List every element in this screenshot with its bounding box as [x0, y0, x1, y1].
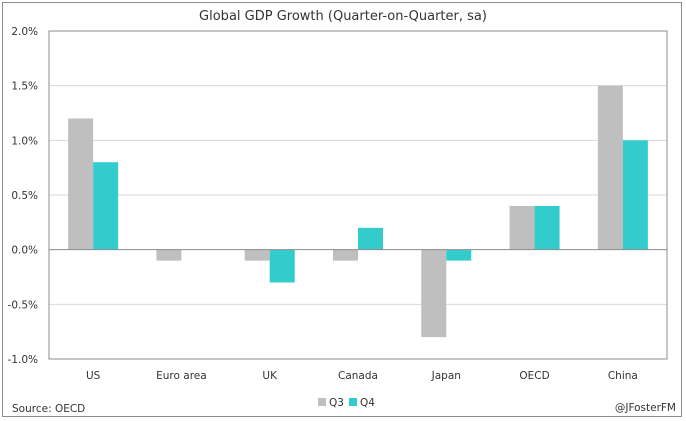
bar-q3-canada — [333, 249, 358, 261]
y-tick-label: 1.5% — [11, 81, 38, 93]
bar-q3-us — [68, 118, 94, 250]
chart-title: Global GDP Growth (Quarter-on-Quarter, s… — [199, 9, 487, 24]
bar-q3-euro-area — [156, 249, 182, 261]
x-category-label: OECD — [519, 370, 549, 382]
bar-q3-oecd — [509, 205, 535, 250]
x-category-label: Japan — [431, 370, 461, 382]
x-category-label: UK — [262, 370, 278, 382]
bar-q4-oecd — [534, 205, 560, 250]
bar-q4-us — [93, 162, 119, 250]
y-axis-ticks: 2.0% 1.5% 1.0% 0.5% 0.0% -0.5% -1.0% — [8, 26, 38, 366]
legend-label-q3: Q3 — [329, 397, 344, 409]
plot-area-border — [48, 30, 668, 360]
gridlines — [49, 85, 667, 305]
x-category-label: Canada — [338, 370, 378, 382]
x-category-label: US — [86, 370, 101, 382]
legend-swatch-q3 — [318, 398, 326, 406]
y-tick-label: 1.0% — [11, 135, 38, 147]
bars — [68, 85, 648, 338]
legend-swatch-q4 — [349, 398, 357, 406]
x-category-label: China — [608, 370, 638, 382]
y-tick-label: 0.5% — [11, 190, 38, 202]
bar-q3-uk — [244, 249, 270, 261]
y-tick-label: -0.5% — [8, 299, 38, 311]
legend: Q3 Q4 — [318, 397, 375, 409]
bar-q4-china — [622, 140, 648, 250]
y-tick-label: 2.0% — [11, 26, 38, 38]
bar-q4-japan — [446, 249, 472, 261]
source-note: Source: OECD — [12, 403, 85, 415]
bar-q3-japan — [421, 249, 447, 338]
bar-q4-canada — [358, 227, 383, 250]
x-category-label: Euro area — [156, 370, 207, 382]
credit-note: @JFosterFM — [615, 402, 676, 414]
bar-q4-uk — [269, 249, 295, 283]
legend-label-q4: Q4 — [360, 397, 375, 409]
x-axis-labels: US Euro area UK Canada Japan OECD China — [86, 370, 638, 382]
bar-q3-china — [597, 85, 623, 250]
y-tick-label: 0.0% — [11, 245, 38, 257]
y-tick-label: -1.0% — [8, 354, 38, 366]
